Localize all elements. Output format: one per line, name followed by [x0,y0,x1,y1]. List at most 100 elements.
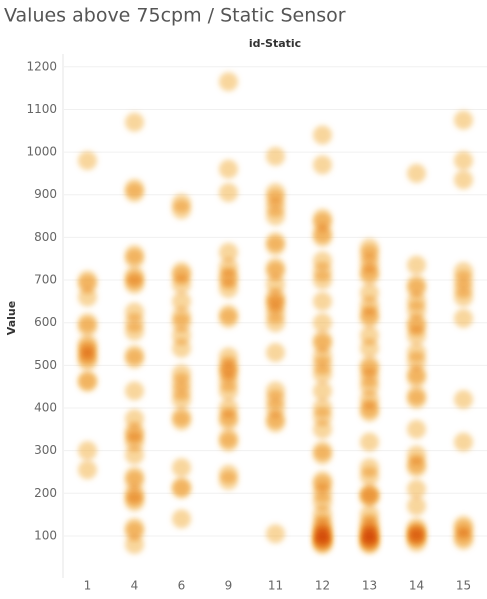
density-point [125,183,144,203]
x-tick-label: 11 [268,579,283,593]
density-point [454,287,473,307]
y-tick-label: 200 [34,486,57,500]
y-tick-label: 700 [34,273,57,287]
y-tick-label: 800 [34,230,57,244]
density-point [172,338,191,358]
density-point [313,381,332,401]
density-point [219,183,238,203]
density-point [313,534,332,554]
density-point [313,155,332,175]
density-point [407,496,426,516]
density-point [266,206,285,226]
x-tick-label: 1 [84,579,92,593]
y-tick-label: 100 [34,528,57,542]
x-tick-label: 13 [362,579,377,593]
density-point [360,402,379,422]
density-point [78,151,97,171]
density-point [313,313,332,333]
density-point [313,364,332,384]
density-point [407,479,426,499]
density-point [172,479,191,499]
density-point [78,372,97,392]
density-point [172,458,191,478]
density-point [454,308,473,328]
density-point [78,460,97,480]
x-tick-label: 4 [131,579,139,593]
density-point [360,534,379,554]
y-tick-label: 1100 [26,102,57,116]
density-point [125,534,144,554]
density-point [219,381,238,401]
density-point [360,466,379,486]
y-tick-label: 400 [34,400,57,414]
y-tick-label: 1000 [26,145,57,159]
density-point [313,270,332,290]
x-tick-label: 15 [456,579,471,593]
density-point [407,458,426,478]
density-point [125,381,144,401]
density-point [407,532,426,552]
density-point [172,411,191,431]
density-point [266,146,285,166]
x-tick-label: 9 [225,579,233,593]
density-point [78,317,97,337]
density-point [454,389,473,409]
density-point [454,151,473,171]
density-point [454,110,473,130]
density-point [313,125,332,145]
density-point [219,432,238,452]
density-point [266,343,285,363]
density-point [313,445,332,465]
density-point [407,368,426,388]
density-point [125,445,144,465]
chart-title: Values above 75cpm / Static Sensor [4,5,346,27]
density-point [125,112,144,132]
density-point [125,492,144,512]
density-point [219,279,238,299]
density-point [360,488,379,508]
density-point [219,72,238,92]
density-point [172,291,191,311]
density-point [125,249,144,269]
density-point [172,389,191,409]
density-point [360,432,379,452]
density-point [454,530,473,550]
density-point [454,170,473,190]
density-point [360,266,379,286]
density-point [407,255,426,275]
y-tick-label: 500 [34,358,57,372]
density-point [125,349,144,369]
density-point [125,321,144,341]
y-axis-label: Value [5,301,18,335]
density-point [454,432,473,452]
density-point [266,524,285,544]
density-point [266,413,285,433]
density-point [219,411,238,431]
density-point [313,419,332,439]
density-point [219,242,238,262]
density-point [219,159,238,179]
x-tick-label: 6 [178,579,186,593]
x-tick-label: 12 [315,579,330,593]
density-point [407,163,426,183]
density-point [172,200,191,220]
density-point [219,308,238,328]
density-point [360,308,379,328]
column-header: id-Static [249,37,301,50]
y-tick-label: 900 [34,187,57,201]
density-point [360,338,379,358]
y-tick-label: 600 [34,315,57,329]
density-point [78,287,97,307]
density-point [266,313,285,333]
density-point [313,291,332,311]
density-point [407,325,426,345]
density-point [172,274,191,294]
density-point [125,274,144,294]
density-point [407,419,426,439]
y-tick-label: 1200 [26,59,57,73]
density-point [407,389,426,409]
density-point [219,471,238,491]
density-point [313,227,332,247]
density-point [172,509,191,529]
